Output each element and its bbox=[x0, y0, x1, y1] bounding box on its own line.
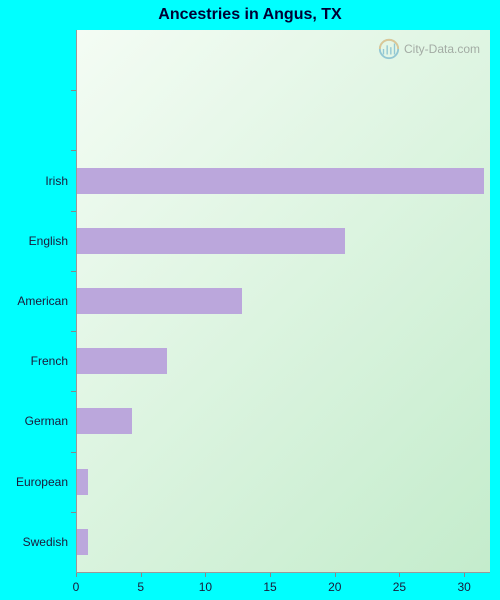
x-axis-label: 20 bbox=[328, 580, 341, 594]
y-axis-label: Swedish bbox=[23, 535, 68, 549]
bar bbox=[76, 348, 167, 374]
bars-container bbox=[76, 30, 490, 572]
watermark: City-Data.com bbox=[378, 38, 480, 60]
y-axis-label: German bbox=[25, 414, 68, 428]
axis-line bbox=[76, 572, 490, 573]
x-axis-label: 5 bbox=[137, 580, 144, 594]
bar bbox=[76, 288, 242, 314]
x-axis-label: 25 bbox=[393, 580, 406, 594]
axis-line bbox=[76, 30, 77, 572]
y-axis-label: American bbox=[17, 294, 68, 308]
y-axis-label: European bbox=[16, 475, 68, 489]
watermark-text: City-Data.com bbox=[404, 42, 480, 56]
x-axis-label: 30 bbox=[457, 580, 470, 594]
bar bbox=[76, 469, 88, 495]
x-axis-label: 10 bbox=[199, 580, 212, 594]
plot-area: City-Data.com bbox=[76, 30, 490, 572]
bar bbox=[76, 408, 132, 434]
y-axis-label: English bbox=[29, 234, 68, 248]
y-axis-label: Irish bbox=[45, 174, 68, 188]
x-axis-label: 0 bbox=[73, 580, 80, 594]
bar bbox=[76, 168, 484, 194]
x-axis-label: 15 bbox=[263, 580, 276, 594]
bar bbox=[76, 228, 345, 254]
bar bbox=[76, 529, 88, 555]
watermark-logo-icon bbox=[378, 38, 400, 60]
chart-title: Ancestries in Angus, TX bbox=[0, 6, 500, 24]
y-axis-label: French bbox=[31, 354, 68, 368]
